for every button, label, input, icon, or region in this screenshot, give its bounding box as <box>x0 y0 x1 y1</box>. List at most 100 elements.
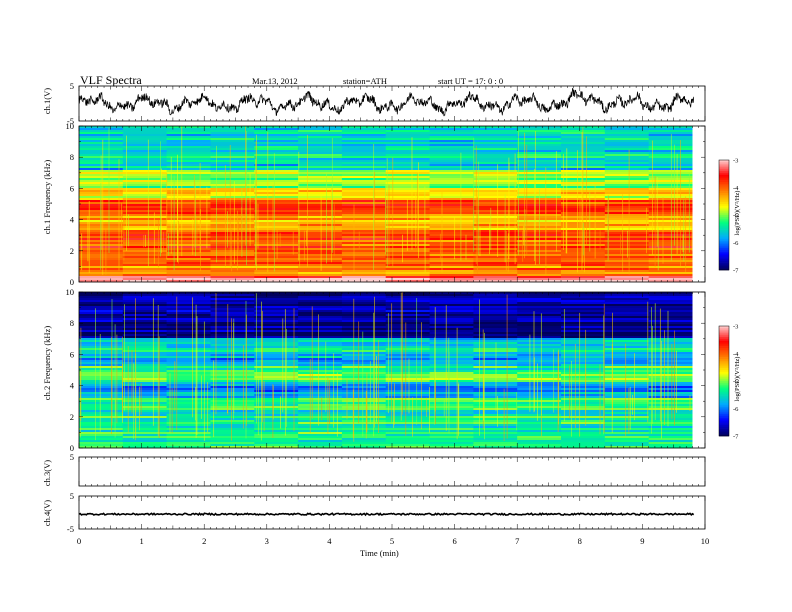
spectrogram-cell <box>517 438 562 441</box>
spectrogram-cell <box>385 364 431 367</box>
spectrogram-cell <box>648 214 694 217</box>
spectrogram-cell <box>341 406 387 409</box>
spectrogram-cell <box>79 312 124 315</box>
spectrogram-cell <box>429 136 474 139</box>
spectrogram-cell <box>561 436 606 439</box>
spectrogram-cell <box>122 348 168 351</box>
spectrogram-cell <box>122 338 168 341</box>
spectrogram-cell <box>429 378 474 381</box>
colorbar-cell <box>719 268 729 271</box>
spectrogram-cell <box>473 148 518 151</box>
spectrogram-cell <box>298 268 343 271</box>
colorbar-cell <box>719 262 729 265</box>
spectrogram-cell <box>517 372 562 375</box>
spectrogram-cell <box>298 422 343 425</box>
spectrogram-cell <box>604 246 650 249</box>
spectrogram-cell <box>561 378 606 381</box>
spectrogram-cell <box>210 304 255 307</box>
spectrogram-cell <box>254 184 299 187</box>
spectrogram-cell <box>298 292 343 295</box>
spectrogram-cell <box>254 268 299 271</box>
spectrogram-cell <box>473 424 518 427</box>
spectrogram-cell <box>210 272 255 275</box>
spectrogram-cell <box>79 376 124 379</box>
spectrogram-cell <box>385 210 431 213</box>
spectrogram-cell <box>648 440 694 443</box>
spectrogram-cell <box>298 216 343 219</box>
spectrogram-cell <box>298 414 343 417</box>
spectrogram-cell <box>429 354 474 357</box>
spectrogram-cell <box>122 368 168 371</box>
spectrogram-cell <box>385 236 431 239</box>
x-tick-label: 3 <box>265 536 269 546</box>
spectrogram-cell <box>517 174 562 177</box>
spectrogram-cell <box>298 204 343 207</box>
spectrogram-cell <box>648 128 694 131</box>
spectrogram-cell <box>473 432 518 435</box>
spectrogram-cell <box>561 300 606 303</box>
spectrogram-cell <box>254 444 299 447</box>
spectrogram-cell <box>341 206 387 209</box>
spectrogram-cell <box>648 350 694 353</box>
spectrogram-cell <box>385 438 431 441</box>
spectrogram-cell <box>429 332 474 335</box>
spectrogram-cell <box>166 306 211 309</box>
spectrogram-cell <box>79 278 124 281</box>
spectrogram-cell <box>429 330 474 333</box>
spectrogram-cell <box>429 138 474 141</box>
spectrogram-cell <box>473 130 518 133</box>
spectrogram-cell <box>210 300 255 303</box>
spectrogram-cell <box>517 298 562 301</box>
colorbar-cell <box>719 417 729 420</box>
spectrogram-cell <box>604 348 650 351</box>
spectrogram-cell <box>473 324 518 327</box>
spectrogram-cell <box>254 152 299 155</box>
spectrogram-cell <box>517 322 562 325</box>
spectrogram-cell <box>166 302 211 305</box>
spectrogram-cell <box>561 346 606 349</box>
spectrogram-cell <box>210 266 255 269</box>
spectrogram-cell <box>298 248 343 251</box>
spectrogram-cell <box>517 176 562 179</box>
spectrogram-cell <box>210 422 255 425</box>
spectrogram-cell <box>604 296 650 299</box>
spectrogram-cell <box>473 386 518 389</box>
spectrogram-cell <box>385 320 431 323</box>
spectrogram-cell <box>210 342 255 345</box>
spectrogram-cell <box>473 364 518 367</box>
spectrogram-cell <box>122 386 168 389</box>
spectrogram-cell <box>604 418 650 421</box>
spectrogram-cell <box>429 396 474 399</box>
spectrogram-cell <box>385 138 431 141</box>
spectrogram-cell <box>341 142 387 145</box>
spectrogram-cell <box>210 330 255 333</box>
spectrogram-cell <box>648 434 694 437</box>
spectrogram-cell <box>561 278 606 281</box>
spectrogram-cell <box>473 218 518 221</box>
spectrogram-cell <box>648 442 694 445</box>
spectrogram-cell <box>429 368 474 371</box>
spectrogram-cell <box>79 442 124 445</box>
spectrogram-cell <box>298 360 343 363</box>
spectrogram-cell <box>166 422 211 425</box>
spectrogram-cell <box>517 396 562 399</box>
colorbar-cell <box>719 370 729 373</box>
spectrogram-cell <box>473 140 518 143</box>
spectrogram-cell <box>341 272 387 275</box>
spectrogram-cell <box>604 152 650 155</box>
spectrogram-cell <box>298 270 343 273</box>
spectrogram-cell <box>122 140 168 143</box>
spectrogram-cell <box>517 324 562 327</box>
colorbar-tick-label: -4 <box>733 351 739 358</box>
spectrogram-cell <box>604 432 650 435</box>
spectrogram-cell <box>79 352 124 355</box>
spectrogram-cell <box>385 146 431 149</box>
spectrogram-cell <box>604 340 650 343</box>
spectrogram-cell <box>604 372 650 375</box>
spectrogram-cell <box>210 138 255 141</box>
spectrogram-cell <box>79 402 124 405</box>
spectrogram-cell <box>648 398 694 401</box>
spectrogram-cell <box>166 214 211 217</box>
spectrogram-cell <box>385 248 431 251</box>
spectrogram-cell <box>298 236 343 239</box>
